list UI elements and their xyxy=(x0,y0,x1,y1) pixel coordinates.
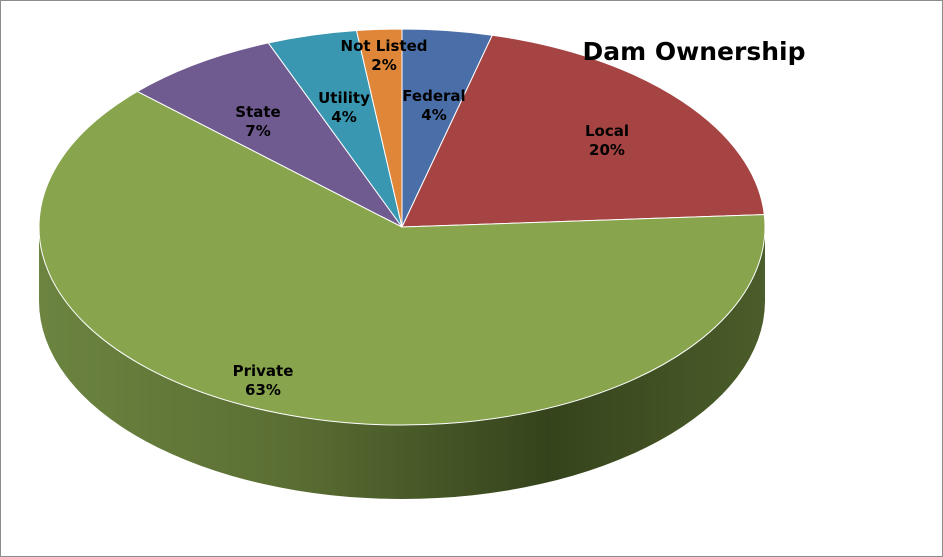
pie-slices xyxy=(38,28,766,426)
data-label-state: State 7% xyxy=(235,103,280,140)
pie-slice-local xyxy=(401,34,765,228)
data-label-utility: Utility 4% xyxy=(318,89,370,126)
pie-side-wall xyxy=(39,227,765,499)
pie-slice-state xyxy=(136,42,403,228)
pie-slice-not-listed xyxy=(355,28,403,228)
pie-slice-private xyxy=(38,90,766,426)
data-labels: Federal 4% Local 20% Private 63% State 7% Utilit… xyxy=(233,37,629,399)
chart-title: Dam Ownership xyxy=(583,37,806,66)
data-label-not-listed: Not Listed 2% xyxy=(341,37,428,74)
pie-depth xyxy=(39,227,765,499)
data-label-private: Private 63% xyxy=(233,362,294,399)
data-label-local: Local 20% xyxy=(585,122,629,159)
data-label-federal: Federal 4% xyxy=(402,87,465,124)
